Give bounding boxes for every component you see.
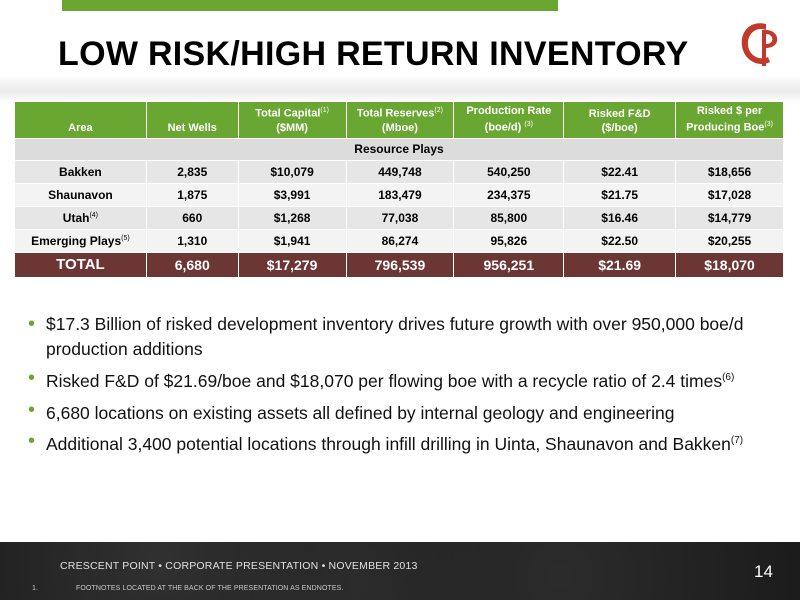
cell-production: 95,826 — [453, 228, 565, 253]
page-number: 14 — [754, 562, 773, 581]
bullet-item: • $17.3 Billion of risked development inv… — [28, 313, 744, 359]
cell-total-label: TOTAL — [14, 251, 147, 278]
cell-total-reserves: 796,539 — [345, 251, 455, 278]
footer-text: CRESCENT POINT • CORPORATE PRESENTATION … — [60, 560, 418, 572]
cell-total-production: 956,251 — [453, 251, 565, 278]
bullet-item: • Risked F&D of $21.69/boe and $18,070 pe… — [28, 366, 735, 391]
table-row: Emerging Plays(5) 1,310 $1,941 86,274 95… — [14, 228, 784, 253]
header-production-rate: Production Rate (boe/d) (3) — [453, 101, 565, 139]
cell-capital: $10,079 — [237, 159, 347, 184]
table-row: Utah(4) 660 $1,268 77,038 85,800 $16.46 … — [14, 205, 784, 230]
footnote: 1. FOOTNOTES LOCATED AT THE BACK OF THE P… — [32, 585, 344, 592]
cell-production: 85,800 — [453, 205, 565, 230]
cell-per-boe: $17,028 — [675, 182, 784, 207]
cell-production: 234,375 — [453, 182, 565, 207]
cell-area: Shaunavon — [14, 182, 147, 207]
page-title: LOW RISK/HIGH RETURN INVENTORY — [58, 35, 689, 73]
cell-reserves: 86,274 — [345, 228, 455, 253]
cell-fd: $22.50 — [563, 228, 677, 253]
cell-per-boe: $14,779 — [675, 205, 784, 230]
section-label: Resource Plays — [14, 137, 784, 161]
bullet-dot-icon: • — [28, 366, 36, 389]
bullet-item: • Additional 3,400 potential locations th… — [28, 430, 744, 455]
title-shadow — [0, 12, 800, 102]
crescent-point-logo-icon — [741, 23, 778, 66]
header-total-capital: Total Capital(1) ($MM) — [237, 101, 347, 139]
cell-fd: $22.41 — [563, 159, 677, 184]
cell-net-wells: 1,875 — [145, 182, 239, 207]
cell-area: Bakken — [14, 159, 147, 184]
header-net-wells: Net Wells — [145, 101, 239, 139]
bullet-item: • 6,680 locations on existing assets all … — [28, 398, 675, 423]
cell-net-wells: 1,310 — [145, 228, 239, 253]
table-header-row: Area Net Wells Total Capital(1) ($MM) Tot… — [14, 101, 784, 139]
cell-area: Emerging Plays(5) — [14, 228, 147, 253]
cell-reserves: 77,038 — [345, 205, 455, 230]
footer-band — [0, 542, 800, 600]
cell-total-per-boe: $18,070 — [675, 251, 784, 278]
cell-net-wells: 660 — [145, 205, 239, 230]
cell-per-boe: $20,255 — [675, 228, 784, 253]
cell-area: Utah(4) — [14, 205, 147, 230]
bullet-dot-icon: • — [28, 430, 36, 453]
cell-total-net-wells: 6,680 — [145, 251, 239, 278]
cell-total-fd: $21.69 — [563, 251, 677, 278]
cell-fd: $21.75 — [563, 182, 677, 207]
bullet-dot-icon: • — [28, 398, 36, 421]
table-row: Shaunavon 1,875 $3,991 183,479 234,375 $… — [14, 182, 784, 207]
header-risked-per-boe: Risked $ per Producing Boe(3) — [675, 101, 784, 139]
cell-capital: $3,991 — [237, 182, 347, 207]
cell-production: 540,250 — [453, 159, 565, 184]
cell-total-capital: $17,279 — [237, 251, 347, 278]
header-total-reserves: Total Reserves(2) (Mboe) — [345, 101, 455, 139]
table-row: Bakken 2,835 $10,079 449,748 540,250 $22… — [14, 159, 784, 184]
cell-net-wells: 2,835 — [145, 159, 239, 184]
cell-reserves: 183,479 — [345, 182, 455, 207]
cell-fd: $16.46 — [563, 205, 677, 230]
total-row: TOTAL 6,680 $17,279 796,539 956,251 $21.… — [14, 251, 784, 278]
cell-capital: $1,941 — [237, 228, 347, 253]
header-area: Area — [14, 101, 147, 139]
cell-capital: $1,268 — [237, 205, 347, 230]
header-risked-fd: Risked F&D ($/boe) — [563, 101, 677, 139]
section-row: Resource Plays — [14, 137, 784, 161]
cell-reserves: 449,748 — [345, 159, 455, 184]
inventory-table: Area Net Wells Total Capital(1) ($MM) Tot… — [14, 101, 784, 278]
bullet-dot-icon: • — [28, 313, 36, 335]
top-accent-bar — [62, 0, 558, 11]
bullet-list: • $17.3 Billion of risked development inv… — [28, 313, 768, 462]
cell-per-boe: $18,656 — [675, 159, 784, 184]
